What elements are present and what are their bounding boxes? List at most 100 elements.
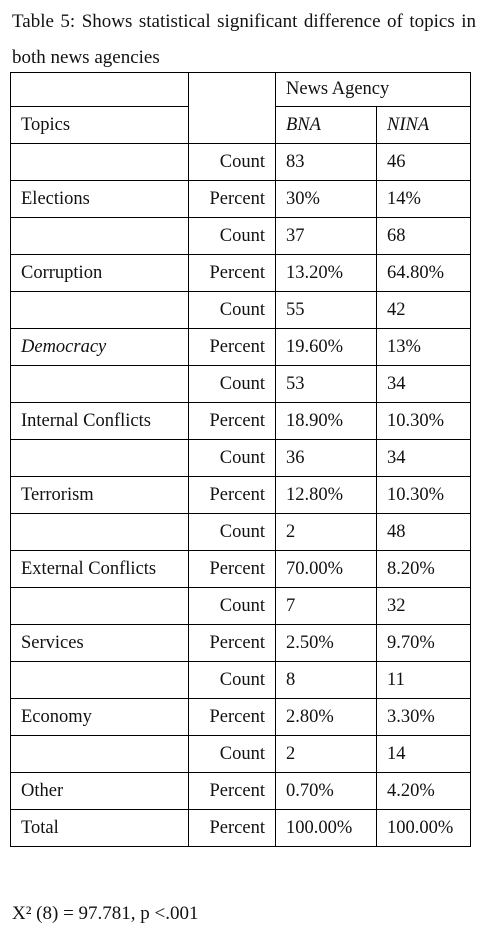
measure-cell: Count [188, 439, 276, 477]
table-body: News Agency Topics BNA NINA Count 83 46 Ele… [10, 72, 471, 847]
bna-value-cell: 18.90% [275, 402, 377, 440]
topic-cell: External Conflicts [10, 550, 189, 588]
topic-cell [10, 365, 189, 403]
table-row: Corruption Percent 13.20% 64.80% [10, 254, 471, 292]
table-row: Economy Percent 2.80% 3.30% [10, 698, 471, 736]
topic-cell: Total [10, 809, 189, 847]
measure-cell: Percent [188, 254, 276, 292]
table-row: Count 7 32 [10, 587, 471, 625]
bna-value-cell: 2 [275, 513, 377, 551]
nina-value-cell: 8.20% [376, 550, 471, 588]
bna-value-cell: 8 [275, 661, 377, 699]
topics-header: Topics [10, 106, 189, 144]
measure-cell: Count [188, 587, 276, 625]
nina-value-cell: 9.70% [376, 624, 471, 662]
topic-cell [10, 439, 189, 477]
table-row: Count 2 48 [10, 513, 471, 551]
measure-cell: Percent [188, 698, 276, 736]
nina-value-cell: 3.30% [376, 698, 471, 736]
nina-value-cell: 48 [376, 513, 471, 551]
nina-value-cell: 46 [376, 143, 471, 181]
nina-value-cell: 10.30% [376, 402, 471, 440]
bna-column-header: BNA [275, 106, 377, 144]
bna-value-cell: 53 [275, 365, 377, 403]
bna-value-cell: 55 [275, 291, 377, 329]
topic-cell [10, 513, 189, 551]
bna-value-cell: 13.20% [275, 254, 377, 292]
bna-value-cell: 2.50% [275, 624, 377, 662]
table-header-columns-row: Topics BNA NINA [10, 106, 471, 144]
topic-cell [10, 587, 189, 625]
bna-value-cell: 36 [275, 439, 377, 477]
table-row: Count 53 34 [10, 365, 471, 403]
measure-cell: Percent [188, 476, 276, 514]
empty-header-cell [188, 106, 276, 144]
nina-value-cell: 14% [376, 180, 471, 218]
topic-cell [10, 291, 189, 329]
nina-value-cell: 10.30% [376, 476, 471, 514]
measure-cell: Percent [188, 809, 276, 847]
bna-value-cell: 2.80% [275, 698, 377, 736]
table-row: Internal Conflicts Percent 18.90% 10.30% [10, 402, 471, 440]
measure-cell: Count [188, 143, 276, 181]
table-row: Services Percent 2.50% 9.70% [10, 624, 471, 662]
bna-value-cell: 37 [275, 217, 377, 255]
topic-cell: Services [10, 624, 189, 662]
measure-cell: Percent [188, 772, 276, 810]
nina-value-cell: 34 [376, 439, 471, 477]
topic-cell: Economy [10, 698, 189, 736]
table-row: External Conflicts Percent 70.00% 8.20% [10, 550, 471, 588]
nina-value-cell: 68 [376, 217, 471, 255]
bna-value-cell: 19.60% [275, 328, 377, 366]
nina-value-cell: 42 [376, 291, 471, 329]
measure-cell: Percent [188, 624, 276, 662]
nina-value-cell: 13% [376, 328, 471, 366]
topic-cell: Other [10, 772, 189, 810]
bna-value-cell: 30% [275, 180, 377, 218]
topic-cell: Elections [10, 180, 189, 218]
table-row: Elections Percent 30% 14% [10, 180, 471, 218]
nina-value-cell: 4.20% [376, 772, 471, 810]
topic-cell: Corruption [10, 254, 189, 292]
statistics-table: News Agency Topics BNA NINA Count 83 46 Ele… [10, 72, 471, 847]
measure-cell: Percent [188, 402, 276, 440]
measure-cell: Percent [188, 180, 276, 218]
measure-cell: Count [188, 365, 276, 403]
statistics-table-container: News Agency Topics BNA NINA Count 83 46 Ele… [10, 72, 471, 847]
topic-cell [10, 661, 189, 699]
nina-value-cell: 11 [376, 661, 471, 699]
nina-value-cell: 34 [376, 365, 471, 403]
topic-cell [10, 217, 189, 255]
measure-cell: Count [188, 217, 276, 255]
empty-header-cell [10, 72, 189, 107]
table-row: Count 2 14 [10, 735, 471, 773]
table-row: Count 37 68 [10, 217, 471, 255]
bna-value-cell: 70.00% [275, 550, 377, 588]
news-agency-header: News Agency [275, 72, 471, 107]
table-row: Count 36 34 [10, 439, 471, 477]
bna-value-cell: 0.70% [275, 772, 377, 810]
table-row: Count 83 46 [10, 143, 471, 181]
topic-cell: Internal Conflicts [10, 402, 189, 440]
bna-value-cell: 100.00% [275, 809, 377, 847]
measure-cell: Count [188, 513, 276, 551]
nina-value-cell: 32 [376, 587, 471, 625]
nina-value-cell: 100.00% [376, 809, 471, 847]
topic-cell: Democracy [10, 328, 189, 366]
bna-value-cell: 7 [275, 587, 377, 625]
topic-cell: Terrorism [10, 476, 189, 514]
measure-cell: Percent [188, 550, 276, 588]
empty-header-cell [188, 72, 276, 107]
topic-cell [10, 735, 189, 773]
topic-cell [10, 143, 189, 181]
table-caption: Table 5: Shows statistical significant d… [12, 11, 476, 68]
measure-cell: Percent [188, 328, 276, 366]
measure-cell: Count [188, 735, 276, 773]
bna-value-cell: 83 [275, 143, 377, 181]
table-row: Democracy Percent 19.60% 13% [10, 328, 471, 366]
measure-cell: Count [188, 661, 276, 699]
table-row: Other Percent 0.70% 4.20% [10, 772, 471, 810]
table-row: Total Percent 100.00% 100.00% [10, 809, 471, 847]
table-row: Count 8 11 [10, 661, 471, 699]
table-header-group-row: News Agency [10, 72, 471, 107]
